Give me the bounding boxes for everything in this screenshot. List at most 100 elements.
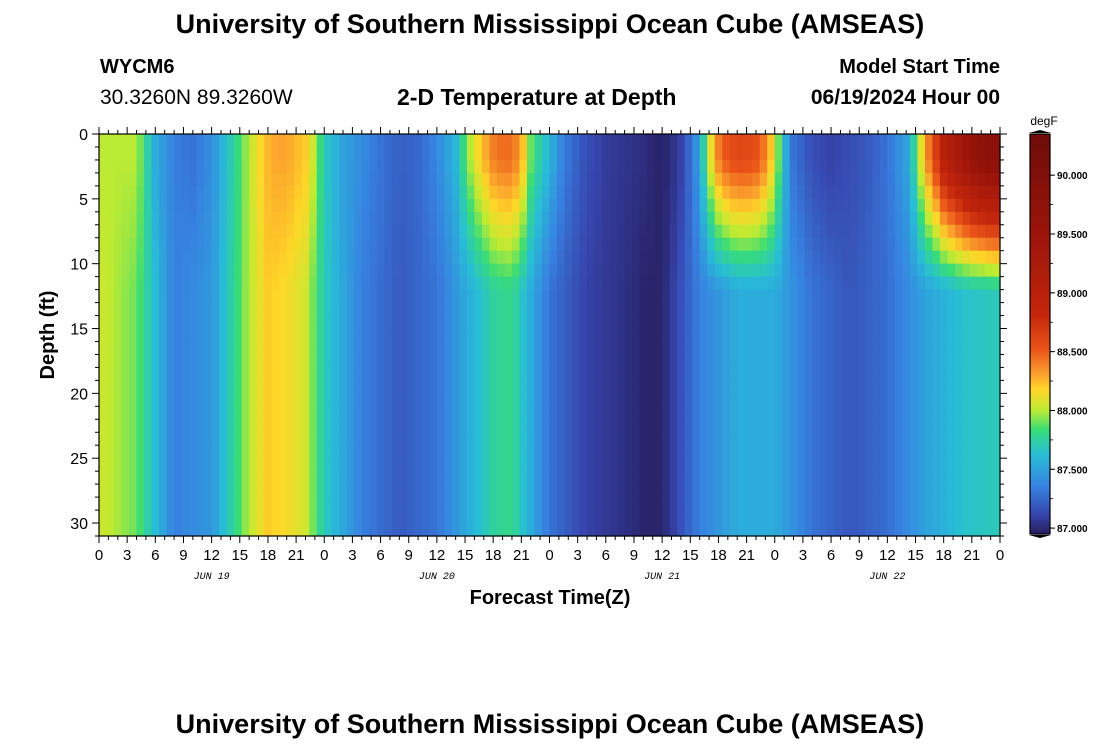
heatmap-cell [534,458,543,472]
heatmap-cell [857,237,866,252]
heatmap-cell [241,198,250,213]
heatmap-cell [399,523,408,537]
heatmap-cell [879,289,888,304]
heatmap-cell [489,419,498,433]
heatmap-cell [106,172,115,187]
heatmap-cell [436,471,445,485]
heatmap-cell [932,419,941,433]
heatmap-cell [114,380,123,394]
heatmap-cell [99,510,108,524]
heatmap-cell [947,354,956,369]
heatmap-cell [144,302,153,317]
heatmap-cell [316,289,325,304]
heatmap-cell [511,445,521,459]
heatmap-cell [429,237,438,252]
heatmap-cell [737,354,746,369]
heatmap-cell [804,406,813,420]
heatmap-cell [917,510,926,524]
heatmap-cell [519,497,528,511]
heatmap-cell [144,354,153,369]
heatmap-cell [834,458,843,472]
heatmap-cell [144,419,153,433]
heatmap-cell [249,224,258,239]
heatmap-cell [196,354,205,369]
heatmap-cell [789,237,798,252]
heatmap-cell [609,497,618,511]
heatmap-cell [654,367,663,381]
heatmap-cell [474,354,483,369]
heatmap-cell [917,263,926,278]
heatmap-cell [114,471,123,485]
heatmap-cell [917,432,926,446]
heatmap-cell [376,276,385,291]
x-tick-label: 0 [320,547,328,564]
heatmap-cell [294,224,303,239]
heatmap-cell [684,302,693,317]
heatmap-cell [632,445,641,459]
heatmap-cell [954,224,964,239]
heatmap-cell [279,263,288,278]
heatmap-cell [526,328,536,343]
heatmap-cell [737,432,746,446]
heatmap-cell [339,302,348,317]
heatmap-cell [279,432,288,446]
heatmap-cell [129,432,138,446]
heatmap-cell [534,289,543,304]
heatmap-cell [174,224,183,239]
heatmap-cell [624,471,633,485]
heatmap-cell [361,523,370,537]
heatmap-cell [857,497,866,511]
heatmap-cell [249,302,258,317]
heatmap-cell [399,393,408,407]
heatmap-cell [699,237,708,252]
heatmap-cell [99,393,108,407]
heatmap-cell [872,458,881,472]
heatmap-cell [421,510,430,524]
heatmap-cell [564,523,573,537]
heatmap-cell [106,341,115,356]
heatmap-cell [414,510,423,524]
heatmap-cell [474,419,483,433]
heatmap-cell [144,393,153,407]
heatmap-cell [174,185,183,200]
heatmap-cell [992,211,1001,226]
heatmap-cell [812,134,821,148]
heatmap-cell [361,484,370,498]
heatmap-cell [894,315,903,330]
heatmap-cell [346,263,355,278]
heatmap-cell [204,367,213,381]
heatmap-cell [662,315,671,330]
heatmap-cell [737,302,746,317]
heatmap-cell [797,146,806,161]
heatmap-cell [376,263,385,278]
heatmap-cell [114,367,123,381]
heatmap-cell [819,497,828,511]
heatmap-cell [804,263,813,278]
heatmap-cell [264,237,273,252]
heatmap-cell [226,471,235,485]
heatmap-cell [496,445,506,459]
heatmap-cell [722,367,731,381]
heatmap-cell [677,432,686,446]
heatmap-cell [984,185,994,200]
heatmap-cell [279,198,288,213]
heatmap-cell [414,523,423,537]
heatmap-cell [684,146,693,161]
heatmap-cell [887,354,896,369]
colorbar-segment [1030,288,1050,291]
heatmap-cell [902,224,911,239]
heatmap-cell [466,289,476,304]
heatmap-cell [264,198,273,213]
heatmap-cell [504,432,513,446]
heatmap-cell [954,315,964,330]
heatmap-cell [466,393,476,407]
heatmap-cell [399,185,408,200]
heatmap-cell [249,484,258,498]
heatmap-cell [279,134,288,148]
heatmap-cell [917,497,926,511]
heatmap-cell [384,198,393,213]
heatmap-cell [909,380,919,394]
heatmap-cell [782,237,791,252]
heatmap-cell [121,289,130,304]
heatmap-cell [526,224,536,239]
